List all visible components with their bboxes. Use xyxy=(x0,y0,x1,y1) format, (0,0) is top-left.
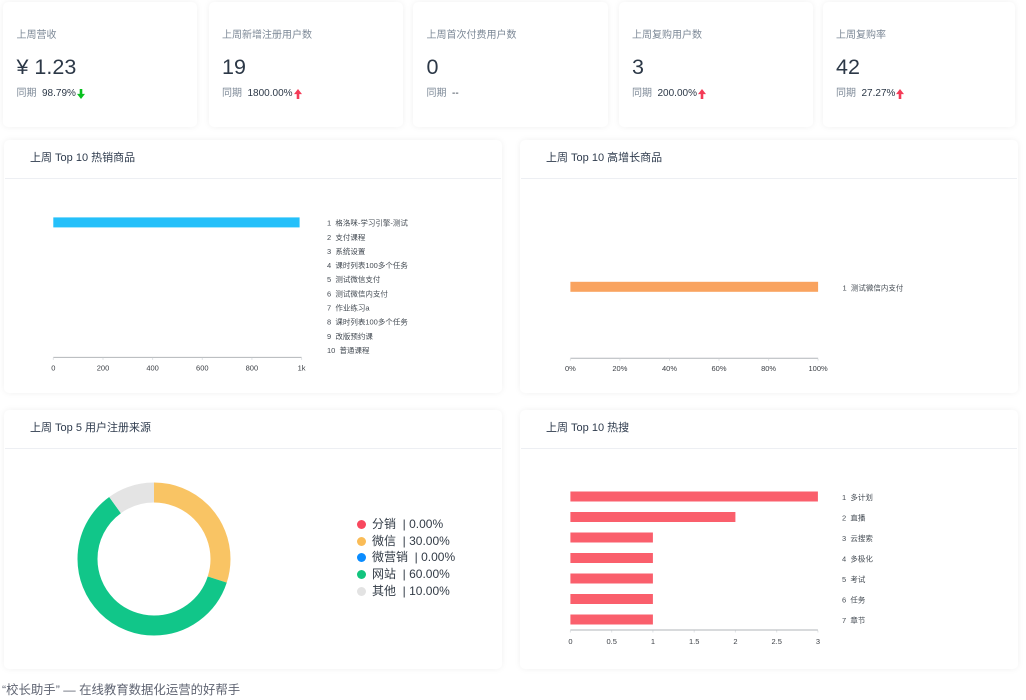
svg-text:3: 3 xyxy=(816,637,820,646)
svg-text:4 多极化: 4 多极化 xyxy=(842,553,873,563)
svg-text:3 系统设置: 3 系统设置 xyxy=(327,246,366,256)
svg-text:40%: 40% xyxy=(662,364,677,373)
svg-text:400: 400 xyxy=(146,363,159,372)
svg-text:1.5: 1.5 xyxy=(689,637,699,646)
svg-text:8 课时列表100多个任务: 8 课时列表100多个任务 xyxy=(327,317,408,327)
svg-text:6 测试微信内支付: 6 测试微信内支付 xyxy=(327,288,388,298)
svg-text:0: 0 xyxy=(568,637,572,646)
svg-text:0%: 0% xyxy=(565,364,576,373)
svg-text:2.5: 2.5 xyxy=(771,637,781,646)
svg-text:2: 2 xyxy=(733,637,737,646)
svg-text:0.5: 0.5 xyxy=(606,637,616,646)
svg-text:7 章节: 7 章节 xyxy=(842,615,866,625)
svg-text:1 格洛咪-学习引擎-测试: 1 格洛咪-学习引擎-测试 xyxy=(327,218,408,228)
svg-text:20%: 20% xyxy=(612,364,627,373)
svg-text:3 云搜索: 3 云搜索 xyxy=(842,533,873,543)
svg-text:2 直播: 2 直播 xyxy=(842,512,866,522)
svg-text:1: 1 xyxy=(651,637,655,646)
svg-text:1k: 1k xyxy=(298,363,306,372)
svg-text:100%: 100% xyxy=(809,364,829,373)
svg-text:2 支付课程: 2 支付课程 xyxy=(327,232,366,242)
svg-text:80%: 80% xyxy=(761,364,776,373)
svg-text:5 考试: 5 考试 xyxy=(842,574,866,584)
svg-text:5 测试微信支付: 5 测试微信支付 xyxy=(327,274,381,284)
svg-text:7 作业练习a: 7 作业练习a xyxy=(327,303,370,313)
svg-text:200: 200 xyxy=(97,363,110,372)
svg-text:0: 0 xyxy=(51,363,55,372)
svg-text:600: 600 xyxy=(196,363,209,372)
svg-text:6 任务: 6 任务 xyxy=(842,594,866,604)
svg-text:9 改版预约课: 9 改版预约课 xyxy=(327,331,373,341)
svg-text:60%: 60% xyxy=(711,364,726,373)
svg-text:4 课时列表100多个任务: 4 课时列表100多个任务 xyxy=(327,260,408,270)
svg-text:1 测试微信内支付: 1 测试微信内支付 xyxy=(843,282,904,292)
svg-text:10 普通课程: 10 普通课程 xyxy=(327,345,370,355)
svg-text:1 多计划: 1 多计划 xyxy=(842,492,873,502)
svg-text:800: 800 xyxy=(246,363,259,372)
